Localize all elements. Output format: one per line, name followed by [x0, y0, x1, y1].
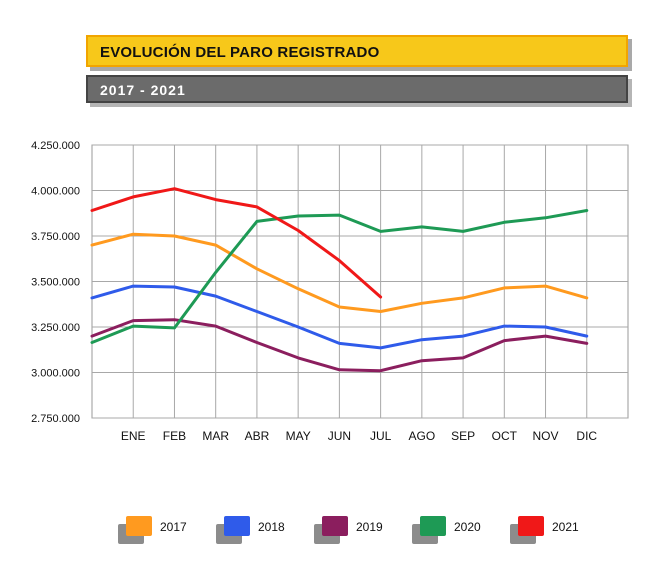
x-tick-label: DIC	[576, 429, 597, 443]
legend-swatch-2019	[322, 516, 348, 536]
x-tick-label: ABR	[245, 429, 270, 443]
x-tick-label: NOV	[533, 429, 559, 443]
legend-label: 2021	[552, 520, 579, 534]
y-tick-label: 3.000.000	[31, 368, 80, 380]
y-tick-label: 2.750.000	[31, 413, 80, 425]
x-tick-label: ENE	[121, 429, 146, 443]
y-tick-label: 4.250.000	[31, 140, 80, 152]
x-tick-label: AGO	[409, 429, 436, 443]
subtitle-banner: 2017 - 2021	[86, 75, 628, 103]
legend-label: 2019	[356, 520, 383, 534]
series-line-2021	[90, 187, 383, 299]
x-tick-label: FEB	[163, 429, 186, 443]
series-line-2017	[90, 232, 589, 313]
y-tick-label: 3.500.000	[31, 277, 80, 289]
chart-title: EVOLUCIÓN DEL PARO REGISTRADO	[100, 44, 380, 61]
legend-label: 2018	[258, 520, 285, 534]
x-tick-label: OCT	[492, 429, 518, 443]
legend-label: 2017	[160, 520, 187, 534]
x-tick-label: JUL	[370, 429, 392, 443]
chart-subtitle: 2017 - 2021	[100, 82, 186, 98]
x-tick-label: MAR	[202, 429, 229, 443]
y-tick-label: 4.000.000	[31, 186, 80, 198]
series-line-2019	[90, 318, 589, 373]
series-line-2018	[90, 284, 589, 350]
y-tick-label: 3.250.000	[31, 322, 80, 334]
legend-label: 2020	[454, 520, 481, 534]
series-line-2020	[90, 209, 589, 344]
legend-swatch-2017	[126, 516, 152, 536]
y-tick-label: 3.750.000	[31, 231, 80, 243]
title-banner: EVOLUCIÓN DEL PARO REGISTRADO	[86, 35, 628, 67]
x-tick-label: JUN	[328, 429, 351, 443]
legend-swatch-2020	[420, 516, 446, 536]
legend-swatch-2018	[224, 516, 250, 536]
x-tick-label: MAY	[286, 429, 311, 443]
x-tick-label: SEP	[451, 429, 475, 443]
legend-swatch-2021	[518, 516, 544, 536]
